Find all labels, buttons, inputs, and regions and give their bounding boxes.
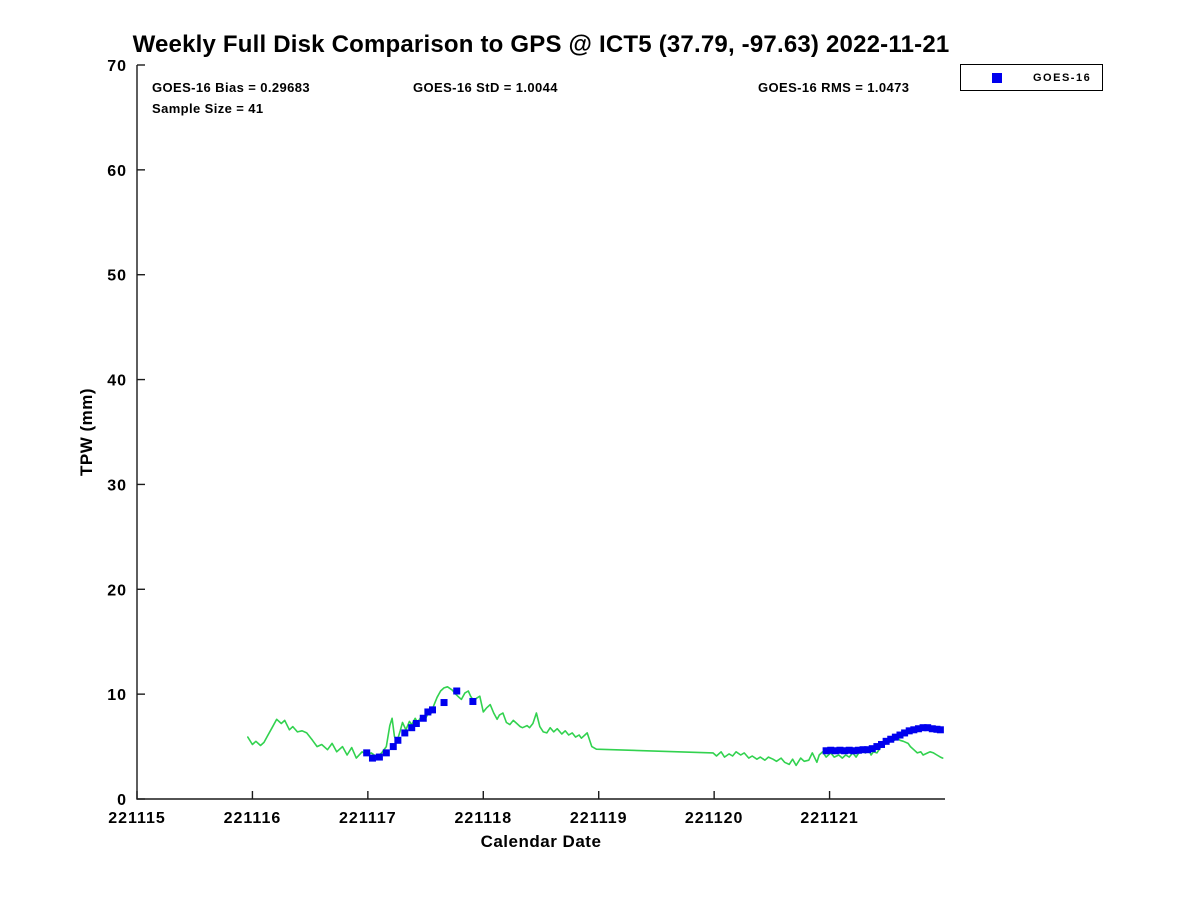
goes16-marker [375,753,383,761]
goes16-marker [836,746,844,754]
y-tick-label: 20 [107,582,127,599]
goes16-marker [924,724,932,732]
goes16-marker [878,740,886,748]
chart-title: Weekly Full Disk Comparison to GPS @ ICT… [132,31,950,58]
y-tick-label: 10 [107,687,127,704]
y-tick-label: 70 [107,58,127,75]
x-tick-label: 221115 [108,810,166,827]
goes16-marker [891,733,899,741]
goes16-legend-label: GOES-16 [1033,71,1092,84]
goes16-marker [928,725,936,733]
goes16-marker [419,714,427,722]
goes16-marker [389,743,397,751]
stat-rms: GOES-16 RMS = 1.0473 [758,80,910,95]
goes16-marker [914,725,922,733]
goes16-marker [831,747,839,755]
goes16-marker [469,697,477,705]
goes16-marker [822,747,830,755]
goes16-marker [412,720,420,728]
goes16-marker [901,729,909,737]
y-axis-label: TPW (mm) [77,388,96,476]
goes16-marker [887,735,895,743]
stat-bias: GOES-16 Bias = 0.29683 [152,80,311,95]
goes16-marker [428,706,436,714]
goes16-marker [868,745,876,753]
goes16-marker [864,746,872,754]
goes16-marker [873,743,881,751]
goes16-marker [827,746,835,754]
goes16-marker [394,736,402,744]
goes16-marker [363,749,371,757]
goes16-marker [882,737,890,745]
x-tick-label: 221117 [339,810,397,827]
goes16-marker [453,687,461,695]
goes16-marker [408,724,416,732]
goes16-marker [845,746,853,754]
goes16-marker [850,747,858,755]
goes16-marker [382,749,390,757]
goes16-marker [401,729,409,737]
goes16-marker [440,699,448,707]
stat-std: GOES-16 StD = 1.0044 [413,80,558,95]
x-axis-label: Calendar Date [481,832,602,851]
x-tick-label: 221118 [454,810,512,827]
goes16-marker [841,747,849,755]
y-tick-label: 0 [117,792,127,809]
goes16-marker [854,746,862,754]
legend: GOES-16 [960,64,1103,91]
goes16-marker [936,726,944,734]
goes16-marker [919,724,927,732]
x-tick-label: 221121 [800,810,859,827]
goes16-legend-square-icon [992,72,1002,83]
goes16-marker [896,731,904,739]
x-tick-label: 221120 [685,810,744,827]
x-tick-label: 221116 [224,810,282,827]
goes16-marker [424,708,432,716]
goes16-marker [910,726,918,734]
stat-sample-size: Sample Size = 41 [152,101,264,116]
goes16-marker [905,727,913,735]
y-tick-label: 40 [107,373,127,390]
y-tick-label: 30 [107,477,127,494]
axes-spines [136,65,945,800]
y-tick-label: 50 [107,268,127,285]
y-tick-label: 60 [107,163,127,180]
goes16-marker [368,754,376,762]
goes16-marker [859,746,867,754]
x-tick-label: 221119 [570,810,628,827]
